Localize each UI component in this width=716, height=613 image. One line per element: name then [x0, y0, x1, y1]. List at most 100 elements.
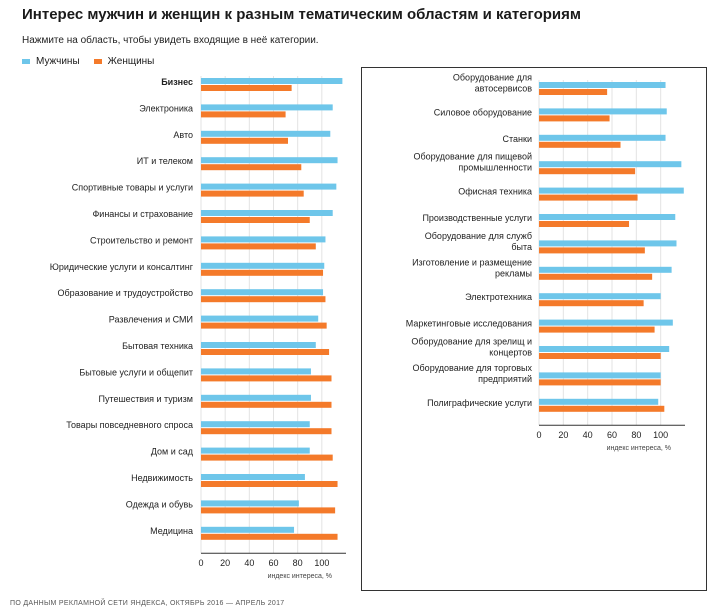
- bar-men[interactable]: [201, 474, 305, 480]
- chart-row[interactable]: Медицина: [150, 526, 338, 540]
- bar-men[interactable]: [539, 108, 667, 115]
- chart-row[interactable]: Изготовление и размещение рекламы: [412, 257, 672, 280]
- bar-men[interactable]: [201, 526, 295, 533]
- bar-women[interactable]: [539, 326, 655, 333]
- bar-men[interactable]: [201, 394, 311, 401]
- chart-row[interactable]: Электротехника: [465, 292, 661, 307]
- bar-men[interactable]: [201, 210, 333, 216]
- chart-row[interactable]: Силовое оборудование: [434, 107, 667, 122]
- bar-men[interactable]: [539, 214, 676, 220]
- bar-women[interactable]: [539, 300, 644, 307]
- bar-men[interactable]: [201, 130, 331, 137]
- chart-row[interactable]: Электроника: [139, 103, 333, 118]
- bar-men[interactable]: [539, 293, 661, 300]
- chart-row[interactable]: Одежда и обувь: [126, 499, 336, 514]
- chart-row[interactable]: Полиграфические услуги: [427, 398, 665, 412]
- bar-men[interactable]: [201, 78, 343, 84]
- bar-women[interactable]: [539, 353, 661, 359]
- category-label[interactable]: Изготовление и размещение рекламы: [412, 257, 532, 278]
- chart-row[interactable]: Оборудование для автосервисов: [453, 73, 666, 96]
- bar-women[interactable]: [201, 533, 338, 540]
- chart-row[interactable]: Дом и сад: [151, 447, 333, 461]
- bar-men[interactable]: [201, 500, 299, 507]
- category-label[interactable]: Бытовая техника: [122, 341, 193, 351]
- bar-women[interactable]: [201, 375, 332, 382]
- bar-men[interactable]: [201, 157, 338, 164]
- chart-row[interactable]: Юридические услуги и консалтинг: [50, 262, 325, 276]
- bar-men[interactable]: [539, 161, 682, 168]
- bar-men[interactable]: [201, 315, 319, 322]
- chart-row[interactable]: Маркетинговые исследования: [406, 319, 673, 333]
- bar-women[interactable]: [539, 194, 638, 201]
- bar-women[interactable]: [201, 401, 332, 408]
- category-label[interactable]: Силовое оборудование: [434, 107, 532, 117]
- bar-women[interactable]: [201, 454, 333, 461]
- category-label[interactable]: Образование и трудоустройство: [57, 288, 193, 298]
- category-label[interactable]: Электротехника: [465, 292, 532, 302]
- bar-women[interactable]: [539, 247, 645, 254]
- bar-women[interactable]: [539, 405, 665, 412]
- chart-row[interactable]: Офисная техника: [458, 187, 684, 201]
- category-label[interactable]: Оборудование для зрелищ и концертов: [411, 337, 532, 358]
- bar-women[interactable]: [539, 273, 653, 280]
- chart-row[interactable]: Бизнес: [161, 77, 343, 91]
- category-label[interactable]: Оборудование для пищевой промышленности: [413, 152, 532, 173]
- bar-men[interactable]: [539, 240, 677, 247]
- chart-row[interactable]: Строительство и ремонт: [90, 235, 326, 250]
- bar-women[interactable]: [539, 89, 608, 95]
- bar-men[interactable]: [201, 368, 311, 375]
- category-label[interactable]: Юридические услуги и консалтинг: [50, 262, 194, 272]
- category-label[interactable]: Электроника: [139, 103, 193, 113]
- chart-row[interactable]: Бытовые услуги и общепит: [79, 367, 332, 382]
- bar-women[interactable]: [201, 322, 327, 329]
- chart-row[interactable]: Производственные услуги: [422, 213, 676, 227]
- bar-men[interactable]: [201, 421, 310, 428]
- bar-women[interactable]: [539, 221, 630, 227]
- bar-men[interactable]: [539, 398, 659, 405]
- chart-row[interactable]: Станки: [503, 134, 666, 148]
- chart-row[interactable]: Товары повседневного спроса: [66, 420, 332, 435]
- chart-row[interactable]: Путешествия и туризм: [98, 394, 332, 408]
- category-label[interactable]: Бизнес: [161, 77, 193, 87]
- category-label[interactable]: Маркетинговые исследования: [406, 319, 532, 329]
- bar-women[interactable]: [201, 111, 286, 118]
- bar-women[interactable]: [201, 296, 326, 303]
- chart-row[interactable]: Образование и трудоустройство: [57, 288, 326, 303]
- chart-row[interactable]: Оборудование для торговых предприятий: [413, 363, 661, 386]
- bar-women[interactable]: [539, 141, 621, 148]
- bar-men[interactable]: [201, 236, 326, 243]
- bar-men[interactable]: [201, 342, 316, 348]
- bar-men[interactable]: [539, 346, 670, 352]
- bar-women[interactable]: [201, 85, 292, 91]
- category-label[interactable]: Недвижимость: [131, 473, 193, 483]
- bar-men[interactable]: [201, 104, 333, 111]
- chart-row[interactable]: Авто: [173, 130, 331, 144]
- chart-row[interactable]: Спортивные товары и услуги: [72, 183, 337, 197]
- category-label[interactable]: Медицина: [150, 526, 193, 536]
- bar-women[interactable]: [539, 115, 610, 122]
- bar-men[interactable]: [201, 289, 324, 296]
- category-label[interactable]: Развлечения и СМИ: [109, 315, 193, 325]
- category-label[interactable]: Финансы и страхование: [92, 209, 193, 219]
- bar-men[interactable]: [539, 134, 666, 141]
- category-label[interactable]: Одежда и обувь: [126, 499, 194, 509]
- bar-women[interactable]: [201, 428, 332, 435]
- bar-women[interactable]: [201, 243, 316, 250]
- bar-men[interactable]: [539, 319, 673, 326]
- category-label[interactable]: Строительство и ремонт: [90, 235, 193, 245]
- category-label[interactable]: Полиграфические услуги: [427, 398, 532, 408]
- bar-women[interactable]: [539, 168, 636, 175]
- bar-men[interactable]: [539, 266, 672, 273]
- bar-men[interactable]: [201, 447, 310, 454]
- chart-row[interactable]: Оборудование для служб быта: [425, 231, 677, 254]
- bar-women[interactable]: [201, 217, 310, 223]
- category-label[interactable]: Офисная техника: [458, 187, 532, 197]
- bar-women[interactable]: [201, 507, 336, 514]
- category-label[interactable]: Оборудование для служб быта: [425, 231, 532, 252]
- category-label[interactable]: Бытовые услуги и общепит: [79, 367, 193, 377]
- category-label[interactable]: ИТ и телеком: [137, 156, 193, 166]
- chart-row[interactable]: Бытовая техника: [122, 341, 330, 355]
- chart-row[interactable]: ИТ и телеком: [137, 156, 338, 171]
- chart-row[interactable]: Недвижимость: [131, 473, 338, 487]
- category-label[interactable]: Спортивные товары и услуги: [72, 183, 193, 193]
